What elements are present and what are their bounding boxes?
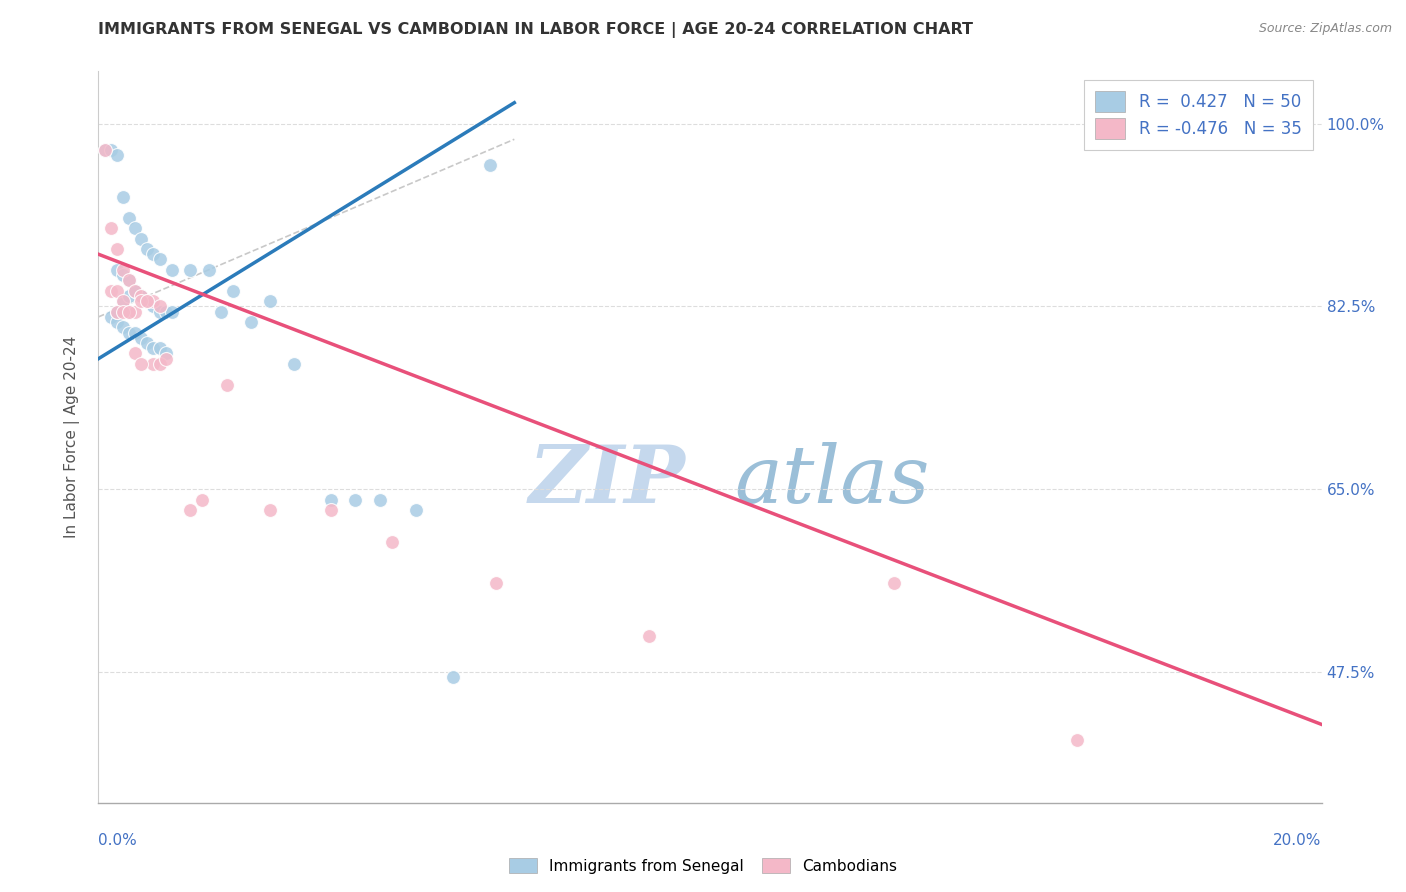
Point xyxy=(100,284,122,298)
Point xyxy=(368,492,391,507)
Point xyxy=(93,143,115,157)
Point xyxy=(111,268,134,282)
Point xyxy=(1066,733,1088,747)
Point xyxy=(129,289,152,303)
Point xyxy=(155,304,177,318)
Point xyxy=(100,310,122,324)
Point xyxy=(240,315,263,329)
Point xyxy=(283,357,305,371)
Point xyxy=(136,294,159,309)
Point xyxy=(105,304,128,318)
Point xyxy=(129,231,152,245)
Point xyxy=(485,576,508,591)
Text: IMMIGRANTS FROM SENEGAL VS CAMBODIAN IN LABOR FORCE | AGE 20-24 CORRELATION CHAR: IMMIGRANTS FROM SENEGAL VS CAMBODIAN IN … xyxy=(98,22,973,38)
Legend: R =  0.427   N = 50, R = -0.476   N = 35: R = 0.427 N = 50, R = -0.476 N = 35 xyxy=(1084,79,1313,151)
Point xyxy=(197,263,219,277)
Point xyxy=(93,143,115,157)
Point xyxy=(160,263,183,277)
Text: ZIP: ZIP xyxy=(529,442,686,520)
Point xyxy=(105,304,128,318)
Point xyxy=(215,377,238,392)
Point xyxy=(105,263,128,277)
Point xyxy=(209,304,232,318)
Point xyxy=(149,252,172,267)
Point xyxy=(883,576,905,591)
Point xyxy=(111,294,134,309)
Point xyxy=(118,326,141,340)
Point xyxy=(405,503,427,517)
Text: 0.0%: 0.0% xyxy=(98,833,138,848)
Point xyxy=(124,221,146,235)
Point xyxy=(136,242,159,256)
Point xyxy=(111,263,134,277)
Point xyxy=(222,284,245,298)
Point xyxy=(118,273,141,287)
Point xyxy=(155,351,177,366)
Point xyxy=(129,294,152,309)
Point xyxy=(118,304,141,318)
Point xyxy=(259,503,281,517)
Point xyxy=(124,326,146,340)
Point xyxy=(441,670,464,684)
Point xyxy=(478,158,501,172)
Point xyxy=(149,357,172,371)
Point xyxy=(319,492,342,507)
Point xyxy=(149,304,172,318)
Point xyxy=(142,357,165,371)
Point xyxy=(155,346,177,360)
Point xyxy=(136,294,159,309)
Text: atlas: atlas xyxy=(734,442,929,520)
Point xyxy=(259,294,281,309)
Point xyxy=(129,357,152,371)
Point xyxy=(149,341,172,355)
Point xyxy=(111,320,134,334)
Point xyxy=(111,294,134,309)
Point xyxy=(124,304,146,318)
Point xyxy=(118,304,141,318)
Point xyxy=(142,247,165,261)
Y-axis label: In Labor Force | Age 20-24: In Labor Force | Age 20-24 xyxy=(63,336,80,538)
Point xyxy=(105,242,128,256)
Point xyxy=(179,503,201,517)
Point xyxy=(105,148,128,162)
Legend: Immigrants from Senegal, Cambodians: Immigrants from Senegal, Cambodians xyxy=(503,852,903,880)
Point xyxy=(129,289,152,303)
Point xyxy=(136,294,159,309)
Point xyxy=(105,315,128,329)
Point xyxy=(142,294,165,309)
Point xyxy=(124,284,146,298)
Point xyxy=(191,492,214,507)
Point xyxy=(160,304,183,318)
Point xyxy=(129,331,152,345)
Point xyxy=(149,300,172,314)
Point xyxy=(142,300,165,314)
Point xyxy=(105,284,128,298)
Point xyxy=(381,534,404,549)
Point xyxy=(111,304,134,318)
Point xyxy=(319,503,342,517)
Point xyxy=(129,289,152,303)
Point xyxy=(637,629,661,643)
Point xyxy=(136,294,159,309)
Point xyxy=(136,336,159,351)
Text: 20.0%: 20.0% xyxy=(1274,833,1322,848)
Point xyxy=(124,346,146,360)
Text: Source: ZipAtlas.com: Source: ZipAtlas.com xyxy=(1258,22,1392,36)
Point xyxy=(100,221,122,235)
Point xyxy=(111,190,134,204)
Point xyxy=(124,284,146,298)
Point xyxy=(124,284,146,298)
Point xyxy=(100,143,122,157)
Point xyxy=(142,341,165,355)
Point xyxy=(118,289,141,303)
Point xyxy=(179,263,201,277)
Point xyxy=(118,273,141,287)
Point xyxy=(118,211,141,225)
Point xyxy=(344,492,367,507)
